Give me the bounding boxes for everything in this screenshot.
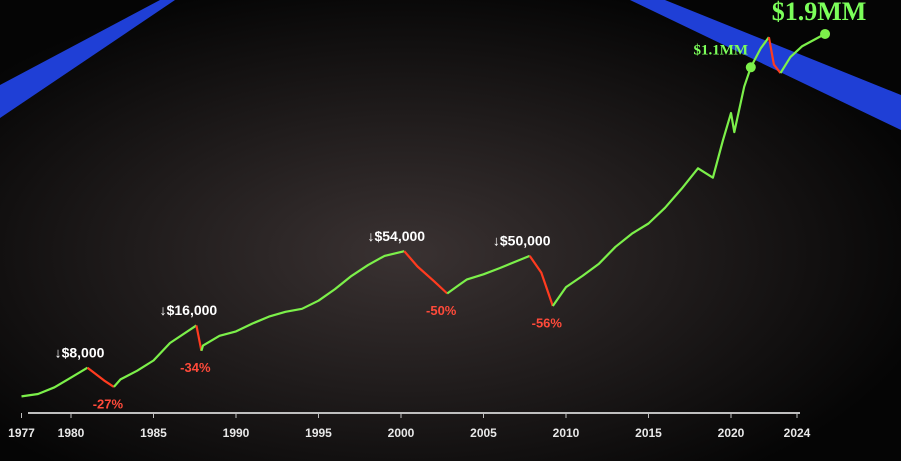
peak-label: ↓$54,000 [367, 228, 425, 244]
screen-frame [630, 0, 901, 130]
price-line [779, 32, 826, 74]
screen-frame [0, 0, 175, 118]
price-line [21, 366, 89, 398]
x-tick-label: 1995 [305, 426, 332, 440]
x-tick-label: 1977 [8, 426, 35, 440]
callout-label: $1.9MM [772, 0, 867, 26]
drawdown-label: -34% [180, 360, 211, 375]
x-tick-label: 2024 [784, 426, 811, 440]
price-line [403, 250, 448, 295]
price-line [113, 324, 198, 388]
price-line [200, 250, 405, 352]
x-tick-label: 1985 [140, 426, 167, 440]
x-tick-label: 2020 [718, 426, 745, 440]
drawdown-label: -50% [426, 303, 457, 318]
callout-dot [820, 28, 831, 39]
x-tick-label: 2015 [635, 426, 662, 440]
drawdown-label: -27% [93, 396, 124, 411]
price-line [528, 255, 554, 307]
price-line [551, 36, 770, 307]
x-tick-label: 1980 [58, 426, 85, 440]
price-line [86, 366, 115, 388]
peak-label: ↓$50,000 [493, 233, 551, 249]
x-tick-label: 1990 [223, 426, 250, 440]
price-line [195, 325, 203, 352]
price-line [446, 254, 531, 295]
price-line [767, 37, 782, 74]
callout-dot [745, 62, 756, 73]
x-tick-label: 2005 [470, 426, 497, 440]
peak-label: ↓$16,000 [160, 302, 218, 318]
x-tick-label: 2010 [553, 426, 580, 440]
x-tick-label: 2000 [388, 426, 415, 440]
drawdown-label: -56% [532, 315, 563, 330]
callout-label: $1.1MM [694, 43, 749, 59]
peak-label: ↓$8,000 [55, 344, 105, 360]
